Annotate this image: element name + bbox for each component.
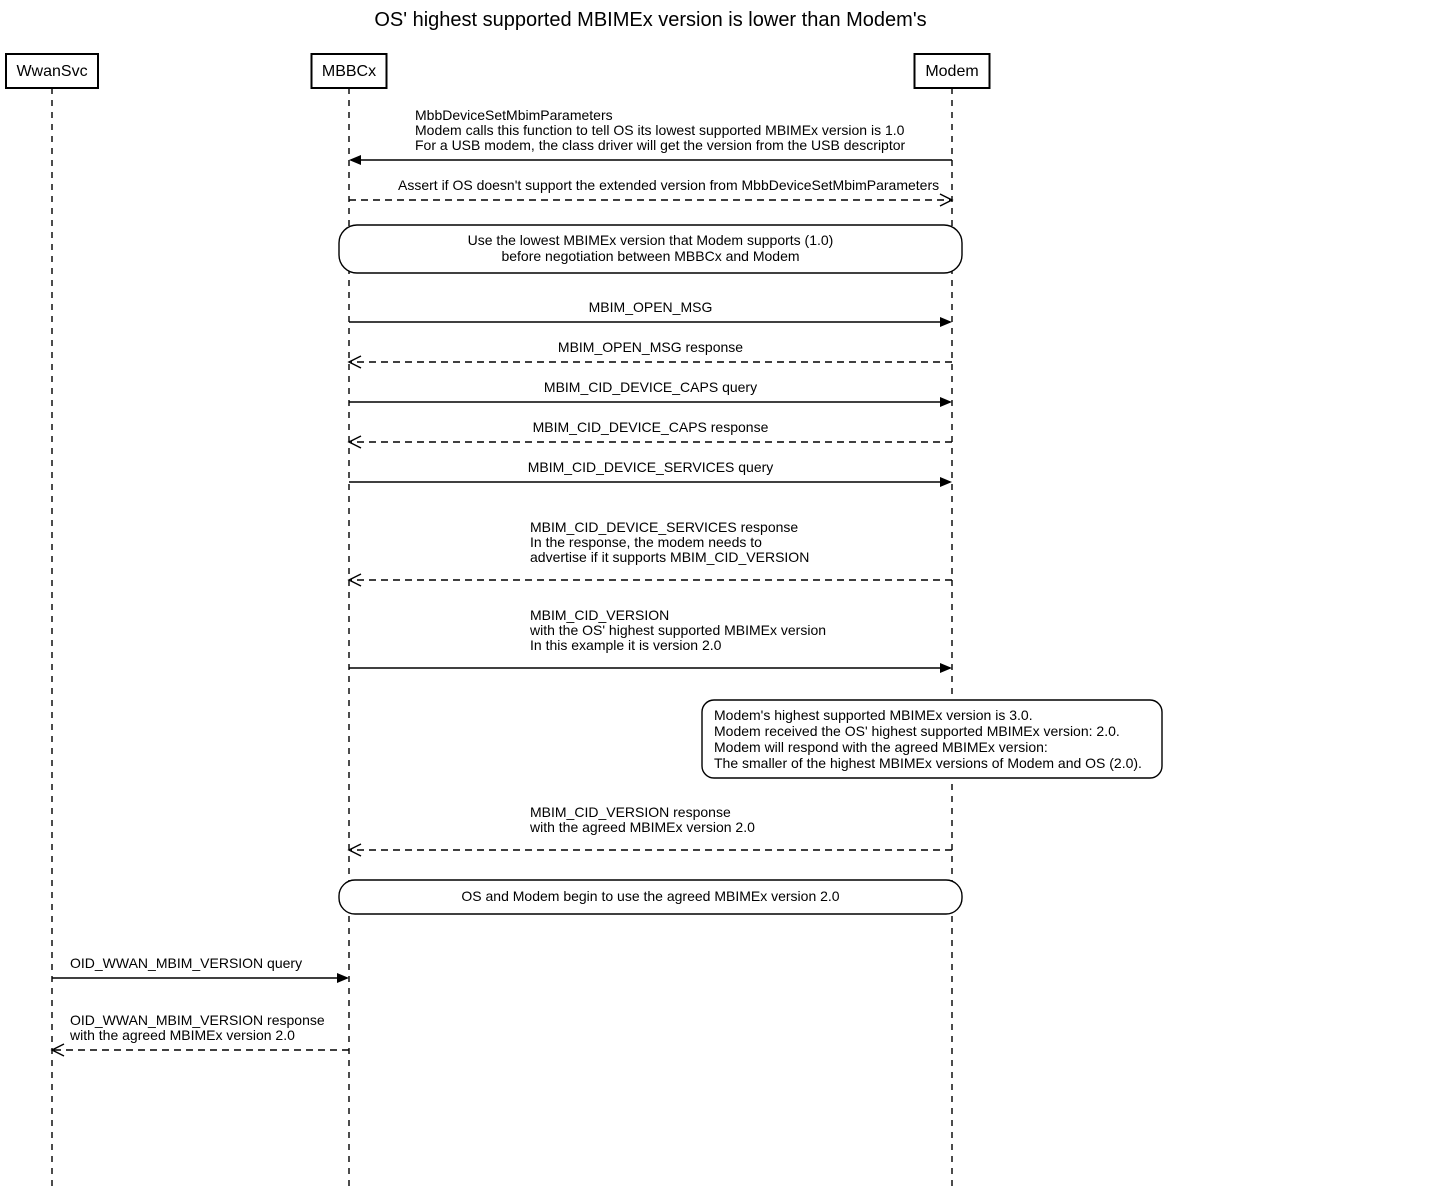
svg-text:For a USB modem, the class dri: For a USB modem, the class driver will g…	[415, 137, 906, 153]
svg-text:MBIM_CID_VERSION response: MBIM_CID_VERSION response	[530, 804, 731, 820]
svg-text:MBIM_OPEN_MSG response: MBIM_OPEN_MSG response	[558, 339, 743, 355]
svg-text:Modem will respond with the ag: Modem will respond with the agreed MBIME…	[714, 739, 1048, 755]
svg-text:Modem received the OS' highest: Modem received the OS' highest supported…	[714, 723, 1120, 739]
svg-text:Modem: Modem	[925, 63, 978, 80]
svg-text:Modem calls this function to t: Modem calls this function to tell OS its…	[415, 122, 905, 138]
svg-text:WwanSvc: WwanSvc	[16, 63, 87, 80]
svg-text:with the OS' highest supported: with the OS' highest supported MBIMEx ve…	[529, 622, 826, 638]
svg-text:MBIM_OPEN_MSG: MBIM_OPEN_MSG	[589, 299, 713, 315]
svg-text:MBBCx: MBBCx	[322, 63, 376, 80]
svg-text:with the agreed MBIMEx version: with the agreed MBIMEx version 2.0	[529, 819, 755, 835]
svg-text:MBIM_CID_DEVICE_CAPS response: MBIM_CID_DEVICE_CAPS response	[533, 419, 769, 435]
svg-text:MbbDeviceSetMbimParameters: MbbDeviceSetMbimParameters	[415, 107, 613, 123]
svg-text:OS and Modem begin to use the: OS and Modem begin to use the agreed MBI…	[461, 888, 839, 904]
svg-text:MBIM_CID_DEVICE_CAPS query: MBIM_CID_DEVICE_CAPS query	[544, 379, 757, 395]
svg-text:Use the lowest MBIMEx version: Use the lowest MBIMEx version that Modem…	[468, 232, 834, 248]
svg-text:OS' highest supported MBIMEx v: OS' highest supported MBIMEx version is …	[374, 9, 926, 31]
svg-text:MBIM_CID_DEVICE_SERVICES respo: MBIM_CID_DEVICE_SERVICES response	[530, 519, 798, 535]
svg-text:OID_WWAN_MBIM_VERSION query: OID_WWAN_MBIM_VERSION query	[70, 955, 302, 971]
svg-text:before negotiation between MBB: before negotiation between MBBCx and Mod…	[501, 248, 799, 264]
svg-text:Modem's highest supported MBIM: Modem's highest supported MBIMEx version…	[714, 707, 1033, 723]
svg-text:OID_WWAN_MBIM_VERSION response: OID_WWAN_MBIM_VERSION response	[70, 1012, 325, 1028]
svg-text:In this example it is version: In this example it is version 2.0	[530, 637, 722, 653]
svg-text:advertise if it supports MBIM_: advertise if it supports MBIM_CID_VERSIO…	[530, 549, 809, 565]
svg-text:MBIM_CID_VERSION: MBIM_CID_VERSION	[530, 607, 669, 623]
svg-text:with the agreed MBIMEx version: with the agreed MBIMEx version 2.0	[69, 1027, 295, 1043]
svg-text:In the response, the modem nee: In the response, the modem needs to	[530, 534, 762, 550]
svg-text:MBIM_CID_DEVICE_SERVICES query: MBIM_CID_DEVICE_SERVICES query	[528, 459, 774, 475]
svg-text:Assert if OS doesn't support t: Assert if OS doesn't support the extende…	[398, 177, 939, 193]
sequence-diagram: OS' highest supported MBIMEx version is …	[0, 0, 1443, 1193]
svg-text:The smaller of the highest MBI: The smaller of the highest MBIMEx versio…	[714, 755, 1142, 771]
